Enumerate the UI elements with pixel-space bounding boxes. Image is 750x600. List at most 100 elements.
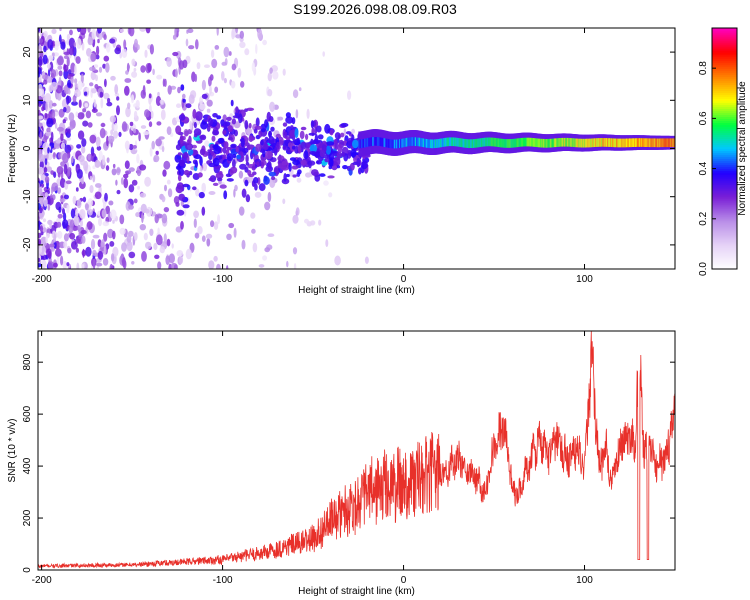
colorbar-segment (712, 186, 737, 190)
spectrogram-noise-cell (241, 239, 246, 250)
spectrogram-noise-cell (240, 81, 245, 88)
spectrogram-noise-cell (161, 195, 166, 203)
spectrogram-noise-cell (43, 79, 48, 85)
spectrogram-noise-cell (43, 197, 48, 207)
spectrogram-noise-cell (230, 80, 236, 89)
spectrogram-band-cell (175, 125, 182, 135)
spectrogram-noise-cell (194, 232, 200, 239)
spectrogram-band-cell (212, 129, 220, 136)
spectrogram-noise-cell (157, 227, 160, 235)
spectrogram-noise-cell (73, 41, 77, 48)
spectrogram-band-cell (263, 176, 270, 185)
spectrogram-noise-cell (77, 155, 85, 162)
spectrogram-noise-cell (43, 166, 48, 173)
spectrogram-noise-cell (206, 238, 211, 247)
spectrogram-noise-cell (84, 103, 89, 108)
spectrogram-noise-cell (50, 69, 57, 79)
spectrogram-noise-cell (62, 219, 69, 229)
colorbar-segment (712, 52, 737, 55)
spectrogram-noise-cell (46, 166, 52, 173)
colorbar-tick-label: 0.8 (698, 61, 709, 75)
spectrogram-noise-cell (364, 256, 369, 264)
spectrogram-noise-cell (38, 153, 45, 162)
spectrogram-noise-cell (77, 224, 81, 232)
spectrogram-noise-cell (39, 225, 44, 233)
spectrogram-band-cell (337, 143, 343, 153)
spectrogram-noise-cell (60, 255, 64, 266)
spectrogram-band-cell (178, 193, 185, 201)
spectrogram-noise-cell (143, 232, 148, 241)
spectrogram-band-cell (324, 157, 330, 163)
spectrogram-noise-cell (73, 216, 80, 227)
spectrogram-noise-cell (126, 235, 132, 243)
spectrogram-band-cell (281, 160, 288, 166)
spectrogram-noise-cell (56, 255, 60, 266)
spectrogram-band-cell (276, 141, 280, 150)
spectrogram-x-tick-label: 0 (401, 274, 407, 285)
spectrogram-noise-cell (42, 54, 48, 65)
spectrogram-noise-cell (251, 228, 256, 234)
spectrogram-noise-cell (92, 258, 96, 269)
spectrogram-band-cell (191, 144, 197, 149)
spectrogram-noise-cell (194, 73, 198, 83)
spectrogram-noise-cell (144, 176, 152, 187)
spectrogram-noise-cell (75, 208, 79, 218)
spectrogram-band-cell (297, 169, 302, 175)
spectrogram-noise-cell (57, 187, 61, 195)
colorbar-segment (712, 118, 737, 121)
spectrogram-noise-cell (149, 44, 154, 55)
spectrogram-noise-cell (196, 62, 201, 70)
colorbar-segment (712, 138, 737, 142)
spectrogram-band-cell (210, 150, 215, 156)
spectrogram-noise-cell (79, 180, 86, 190)
spectrogram-band-cell (285, 173, 290, 178)
spectrogram-noise-cell (47, 69, 51, 77)
spectrogram-noise-cell (183, 209, 187, 217)
spectrogram-noise-cell (85, 110, 92, 119)
spectrogram-noise-cell (155, 95, 162, 107)
spectrogram-y-tick-label: -20 (22, 237, 33, 252)
colorbar-segment (712, 94, 737, 97)
spectrogram-noise-cell (112, 246, 119, 257)
spectrogram-noise-cell (144, 109, 150, 118)
spectrogram-noise-cell (106, 101, 113, 107)
spectrogram-band-cell (271, 176, 276, 181)
spectrogram-band-cell (246, 107, 255, 112)
colorbar-segment (712, 106, 737, 109)
spectrogram-noise-cell (66, 33, 70, 41)
spectrogram-noise-cell (68, 37, 75, 48)
spectrogram-noise-cell (97, 250, 103, 260)
colorbar-segment (712, 64, 737, 67)
spectrogram-band-cell (288, 162, 292, 172)
spectrogram-noise-cell (41, 106, 45, 112)
spectrogram-noise-cell (91, 29, 97, 40)
spectrogram-noise-cell (67, 79, 72, 88)
spectrogram-band-cell (185, 143, 194, 151)
spectrogram-band-cell (253, 128, 258, 134)
spectrogram-band-cell (292, 174, 297, 178)
spectrogram-band-cell (176, 209, 185, 216)
spectrogram-noise-cell (187, 28, 194, 34)
spectrogram-band-cell (223, 190, 228, 200)
spectrogram-noise-cell (175, 68, 178, 78)
colorbar-label: Normalized spectral amplitude (737, 81, 748, 216)
spectrogram-band-cell (245, 162, 250, 166)
spectrogram-noise-cell (46, 118, 54, 128)
spectrogram-noise-cell (133, 232, 138, 241)
spectrogram-noise-cell (105, 42, 111, 53)
spectrogram-noise-cell (205, 233, 213, 239)
spectrogram-line-core (673, 138, 675, 148)
spectrogram-noise-cell (89, 66, 96, 72)
spectrogram-noise-cell (124, 78, 132, 83)
spectrogram-noise-cell (112, 230, 116, 240)
colorbar-segment (712, 254, 737, 258)
spectrogram-band-cell (199, 148, 206, 156)
colorbar-segment (712, 168, 737, 172)
spectrogram-band-cell (263, 143, 269, 151)
spectrogram-noise-cell (334, 255, 341, 266)
colorbar-segment (712, 34, 737, 37)
spectrogram-noise-cell (63, 51, 71, 56)
spectrogram-noise-cell (104, 78, 107, 88)
spectrogram-noise-cell (166, 238, 171, 247)
spectrogram-noise-cell (116, 96, 120, 101)
